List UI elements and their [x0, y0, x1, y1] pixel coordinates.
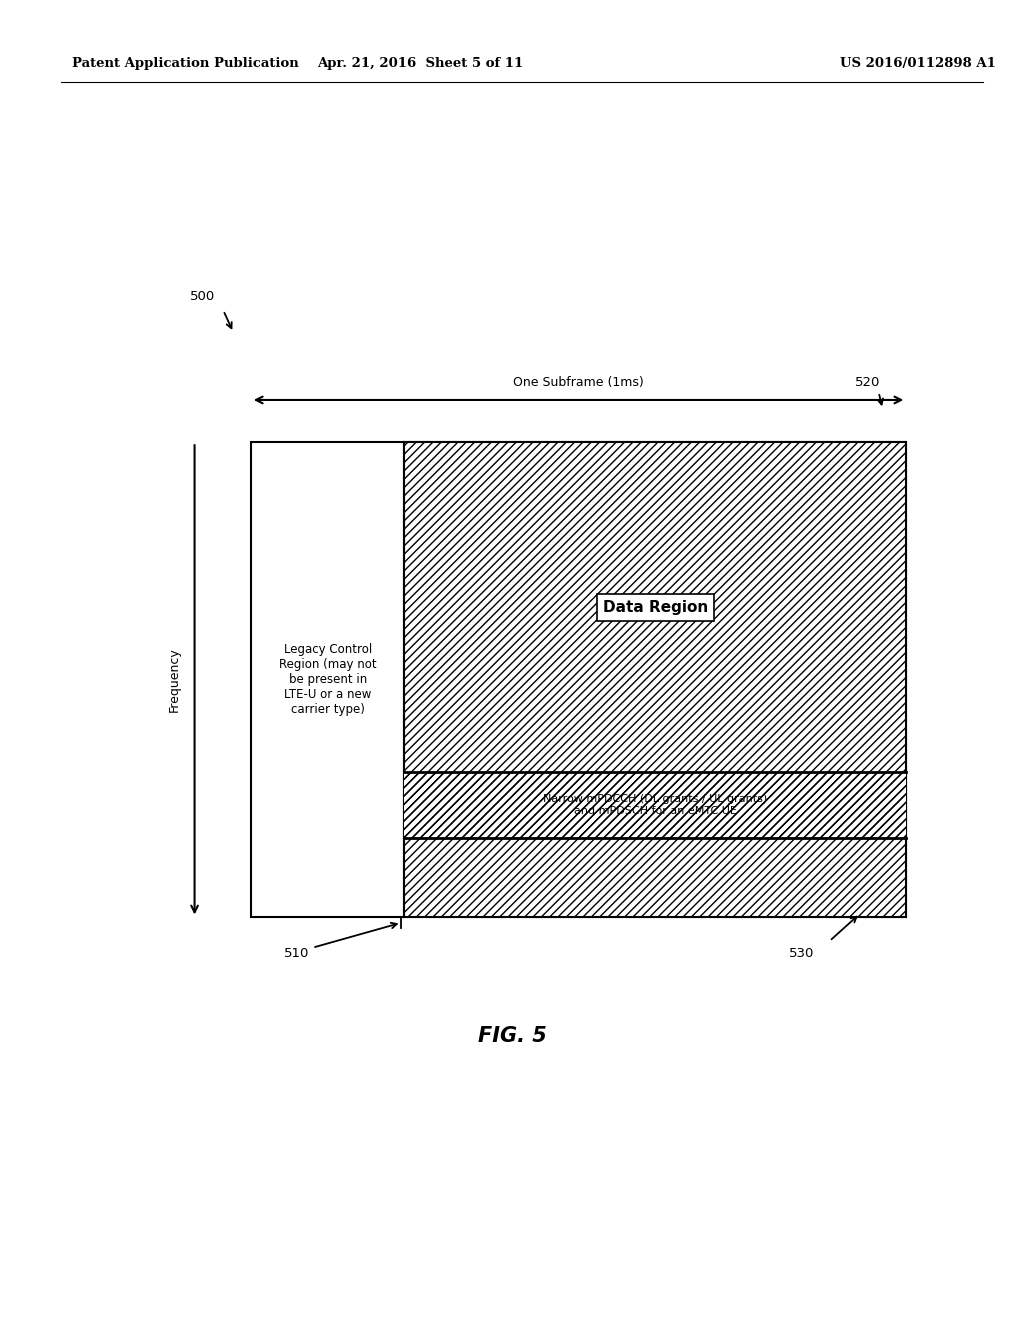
- Text: Patent Application Publication: Patent Application Publication: [72, 57, 298, 70]
- Text: 510: 510: [285, 946, 309, 960]
- Text: Data Region: Data Region: [603, 599, 708, 615]
- Bar: [404, 772, 906, 838]
- Text: Legacy Control
Region (may not
be present in
LTE-U or a new
carrier type): Legacy Control Region (may not be presen…: [279, 643, 377, 717]
- Bar: [404, 442, 906, 917]
- Bar: [404, 442, 906, 917]
- Bar: [251, 442, 906, 917]
- Bar: [404, 772, 906, 838]
- Bar: [404, 772, 906, 838]
- Text: 500: 500: [189, 290, 215, 304]
- Text: FIG. 5: FIG. 5: [477, 1026, 547, 1047]
- Text: Apr. 21, 2016  Sheet 5 of 11: Apr. 21, 2016 Sheet 5 of 11: [316, 57, 523, 70]
- Text: Frequency: Frequency: [168, 647, 180, 713]
- Text: Narrow mPDCCH (DL grants / UL grants)
and mPDSCH for an eMTC UE: Narrow mPDCCH (DL grants / UL grants) an…: [544, 795, 767, 816]
- Text: One Subframe (1ms): One Subframe (1ms): [513, 376, 644, 389]
- Text: 520: 520: [855, 376, 881, 389]
- Text: 530: 530: [788, 946, 814, 960]
- Text: US 2016/0112898 A1: US 2016/0112898 A1: [840, 57, 995, 70]
